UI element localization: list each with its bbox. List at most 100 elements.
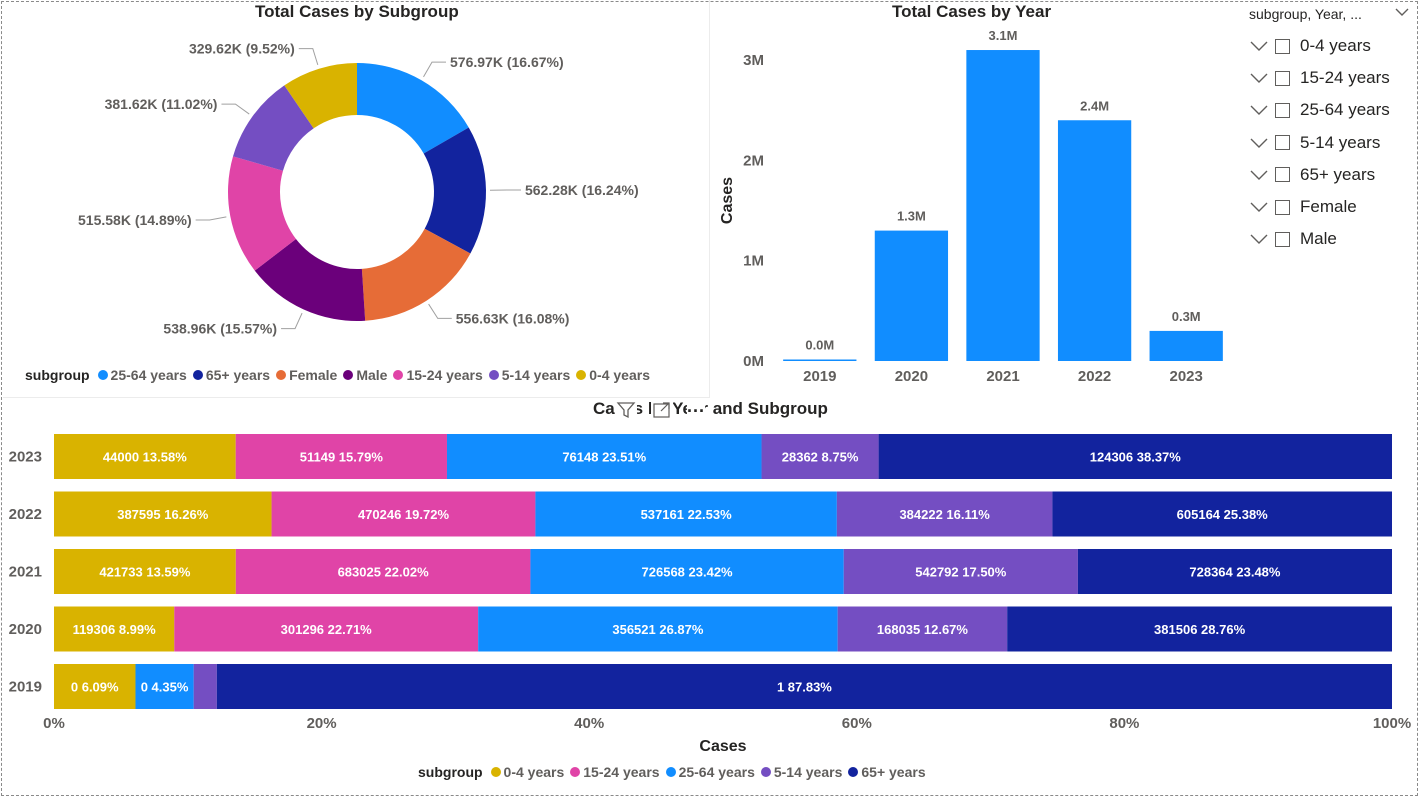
legend-marker-icon [488,370,499,380]
donut-slice-female[interactable] [361,228,471,321]
legend-label: 25-64 years [110,367,187,383]
stacked-segment-2021-15-24-years[interactable] [235,549,531,594]
column-bar-2019[interactable] [783,359,857,362]
subgroup-slicer[interactable]: subgroup, Year, ... 0-4 years 15-24 years… [1244,0,1416,260]
column-chart-visual[interactable]: Total Cases by Year 0M 1M 2M 3M Cases 0.0M 201… [710,0,1240,397]
slicer-checkbox[interactable] [1275,167,1290,183]
expand-chevron-icon[interactable] [1249,39,1269,53]
stacked-segment-2020-5-14-years[interactable] [837,606,1008,652]
column-data-label: 0.0M [805,338,834,353]
stacked-data-label: 28362 8.75% [782,450,859,465]
stacked-segment-2022-65-years[interactable] [1052,491,1392,537]
stacked-segment-2022-25-64-years[interactable] [535,491,837,537]
donut-legend-item-25-64-years[interactable]: 25-64 years [97,367,187,383]
slicer-item-5-14-years[interactable]: 5-14 years [1244,127,1414,159]
column-data-label: 3.1M [989,28,1018,43]
slicer-item-25-64-years[interactable]: 25-64 years [1244,94,1414,126]
donut-data-label: 329.62K (9.52%) [189,41,295,57]
stacked-segment-2023-65-years[interactable] [878,434,1392,479]
stacked-legend-item-5-14-years[interactable]: 5-14 years [760,764,842,780]
slicer-item-male[interactable]: Male [1244,223,1414,255]
stacked-segment-2020-25-64-years[interactable] [478,606,838,652]
stacked-bar-chart[interactable]: 2023 44000 13.58% 51149 15.79% 76148 23.51%… [3,397,1417,757]
stacked-segment-2021-25-64-years[interactable] [530,549,844,594]
slicer-checkbox[interactable] [1275,231,1290,247]
stacked-legend-item-0-4-years[interactable]: 0-4 years [490,764,564,780]
stacked-legend: subgroup 0-4 years 15-24 years 25-64 years… [418,764,932,780]
stacked-segment-2023-25-64-years[interactable] [446,434,762,479]
slicer-checkbox[interactable] [1275,38,1290,54]
donut-slice-5-14-years[interactable] [233,85,314,171]
donut-slice-15-24-years[interactable] [228,156,296,271]
stacked-segment-2020-0-4-years[interactable] [54,606,175,652]
donut-slice-25-64-years[interactable] [357,63,469,154]
expand-chevron-icon[interactable] [1249,103,1269,117]
donut-chart-visual[interactable]: Total Cases by Subgroup 576.97K (16.67%)… [3,0,710,398]
column-bar-2021[interactable] [966,50,1040,361]
expand-chevron-icon[interactable] [1249,71,1269,85]
donut-slice-65-years[interactable] [423,127,486,254]
column-data-label: 0.3M [1172,309,1201,324]
column-chart[interactable]: 0M 1M 2M 3M Cases 0.0M 2019 1.3M 2020 3.1M 2021 2.4… [710,0,1240,397]
slicer-item-female[interactable]: Female [1244,191,1414,223]
legend-marker-icon [192,370,203,380]
stacked-legend-item-65-years[interactable]: 65+ years [848,764,926,780]
donut-legend-item-15-24-years[interactable]: 15-24 years [393,367,483,383]
stacked-data-label: 387595 16.26% [117,507,209,522]
donut-legend-item-65-years[interactable]: 65+ years [192,367,271,383]
expand-chevron-icon[interactable] [1249,232,1269,246]
stacked-legend-item-25-64-years[interactable]: 25-64 years [665,764,755,780]
stacked-bar-visual[interactable]: Cases by Year and Subgroup ... 2023 44000… [3,397,1417,797]
slicer-item-0-4-years[interactable]: 0-4 years [1244,30,1414,62]
stacked-segment-2019-65-years[interactable] [216,664,1392,709]
donut-legend-item-5-14-years[interactable]: 5-14 years [488,367,571,383]
stacked-segment-2022-0-4-years[interactable] [54,491,272,537]
legend-label: 0-4 years [589,367,650,383]
expand-chevron-icon[interactable] [1249,168,1269,182]
donut-slice-male[interactable] [254,238,366,321]
legend-label: 65+ years [205,367,271,383]
stacked-segment-2019-0-4-years[interactable] [54,664,136,709]
focus-mode-icon[interactable] [651,399,673,421]
expand-chevron-icon[interactable] [1249,136,1269,150]
stacked-segment-2023-0-4-years[interactable] [54,434,236,479]
more-options-icon[interactable]: ... [687,397,706,421]
donut-legend-item-male[interactable]: Male [343,367,387,383]
stacked-data-label: 381506 28.76% [1154,622,1246,637]
stacked-segment-2019-25-64-years[interactable] [135,664,194,709]
slicer-header: subgroup, Year, ... [1249,6,1362,22]
filter-icon[interactable] [615,399,637,421]
donut-chart[interactable]: 576.97K (16.67%) 562.28K (16.24%) 556.63K … [3,0,709,360]
legend-label: Male [356,367,388,383]
stacked-segment-2022-5-14-years[interactable] [836,491,1053,537]
x-tick-label: 2021 [986,368,1019,385]
stacked-segment-2023-15-24-years[interactable] [235,434,447,479]
donut-legend-item-0-4-years[interactable]: 0-4 years [576,367,650,383]
stacked-data-label: 301296 22.71% [281,622,373,637]
stacked-segment-2021-0-4-years[interactable] [54,549,236,594]
chevron-down-icon[interactable] [1394,4,1410,20]
slicer-checkbox[interactable] [1275,70,1290,86]
column-bar-2022[interactable] [1057,120,1132,361]
stacked-segment-2021-5-14-years[interactable] [843,549,1078,594]
donut-slice-0-4-years[interactable] [284,63,357,129]
slicer-checkbox[interactable] [1275,199,1290,215]
slicer-item-15-24-years[interactable]: 15-24 years [1244,62,1414,94]
stacked-segment-2020-15-24-years[interactable] [174,606,479,652]
slicer-checkbox[interactable] [1275,135,1290,151]
expand-chevron-icon[interactable] [1249,200,1269,214]
donut-legend-item-female[interactable]: Female [276,367,337,383]
stacked-segment-2022-15-24-years[interactable] [271,491,536,537]
column-bar-2020[interactable] [874,230,949,361]
legend-label: 25-64 years [678,764,755,780]
stacked-segment-2023-5-14-years[interactable] [761,434,879,479]
slicer-item-65-years[interactable]: 65+ years [1244,159,1414,191]
stacked-segment-2019-5-14-years[interactable] [193,664,217,709]
slicer-checkbox[interactable] [1275,102,1290,118]
legend-label: 15-24 years [406,367,483,383]
legend-label: 5-14 years [501,367,571,383]
stacked-legend-item-15-24-years[interactable]: 15-24 years [570,764,660,780]
stacked-segment-2020-65-years[interactable] [1007,606,1392,652]
stacked-segment-2021-65-years[interactable] [1077,549,1392,594]
column-bar-2023[interactable] [1149,330,1223,361]
